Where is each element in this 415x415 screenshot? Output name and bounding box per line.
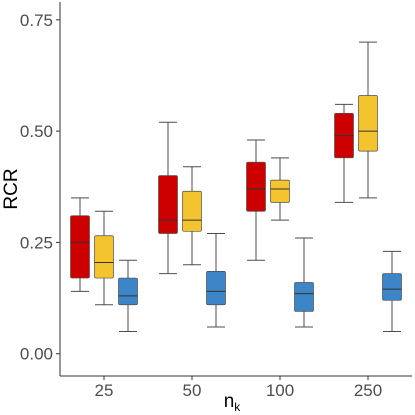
box-25-3 xyxy=(118,259,138,332)
box-rect xyxy=(358,95,378,152)
box-rect xyxy=(118,277,138,306)
y-tick-label: 0.25 xyxy=(20,233,53,252)
x-axis-title: nk xyxy=(224,391,242,414)
box-50-3 xyxy=(206,233,226,328)
y-tick-label: 0.75 xyxy=(20,11,53,30)
box-rect xyxy=(382,273,402,301)
box-100-2 xyxy=(270,157,290,221)
x-tick-labels: 25 50 100 250 xyxy=(95,376,382,400)
box-rect xyxy=(70,215,90,279)
axes-layer xyxy=(59,2,412,377)
box-25-2 xyxy=(94,210,114,306)
box-50-1 xyxy=(158,121,178,275)
box-rect xyxy=(94,235,114,279)
box-rect xyxy=(294,282,314,312)
x-axis-title-subscript: k xyxy=(234,400,241,414)
box-rect xyxy=(270,179,290,203)
box-250-1 xyxy=(334,103,354,203)
box-25-1 xyxy=(70,197,90,292)
y-tick-label: 0.00 xyxy=(20,345,53,364)
x-tick-label: 250 xyxy=(354,381,382,400)
box-250-3 xyxy=(382,250,402,332)
y-axis-title: RCR xyxy=(1,168,22,209)
box-100-3 xyxy=(294,237,314,328)
box-rect xyxy=(158,175,178,234)
box-100-1 xyxy=(246,139,266,261)
x-tick-label: 25 xyxy=(95,381,114,400)
box-rect xyxy=(206,271,226,306)
boxes-layer xyxy=(70,41,402,332)
box-rect xyxy=(182,190,202,232)
y-tick-labels: 0.00 0.25 0.50 0.75 xyxy=(20,11,60,364)
box-250-2 xyxy=(358,41,378,199)
x-axis-title-main: n xyxy=(224,391,235,412)
x-tick-label: 100 xyxy=(266,381,294,400)
y-tick-label: 0.50 xyxy=(20,122,53,141)
box-50-2 xyxy=(182,166,202,266)
x-tick-label: 50 xyxy=(183,381,202,400)
box-rect xyxy=(246,161,266,212)
